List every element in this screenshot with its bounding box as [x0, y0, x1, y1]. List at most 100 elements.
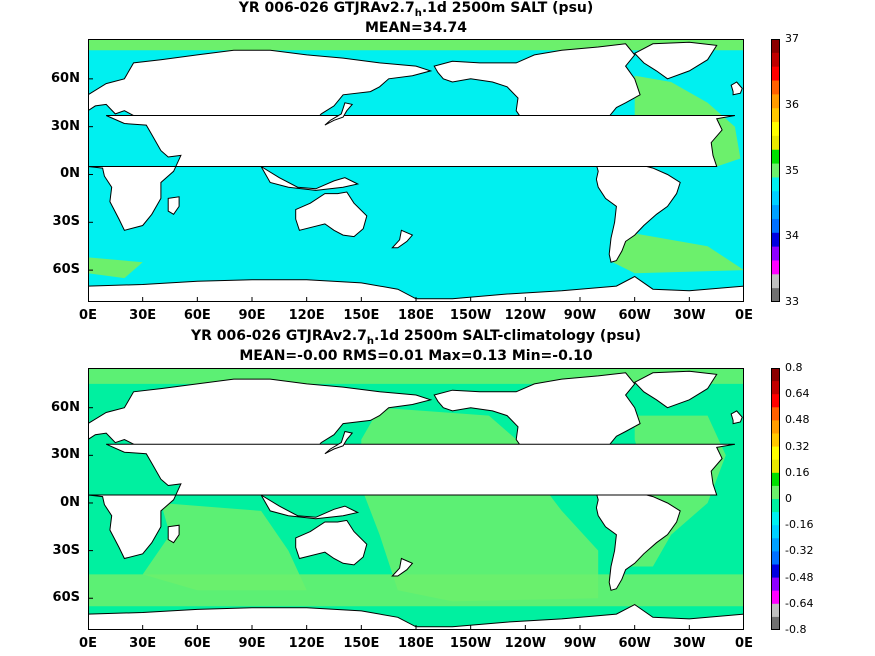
land-greenland [633, 41, 718, 80]
colorbar-swatch [771, 577, 780, 592]
lat-label: 30N [51, 447, 80, 463]
lat-label: 60S [52, 590, 80, 606]
colorbar-swatch [771, 135, 780, 151]
colorbar-swatch [771, 407, 780, 421]
lon-label: 150W [449, 636, 492, 651]
land-indonesia [260, 166, 360, 191]
colorbar-swatch [771, 108, 780, 123]
lon-label: 120W [504, 308, 547, 323]
arctic-patch [88, 39, 744, 51]
colorbar-label: -0.8 [785, 623, 807, 636]
lon-label: 0E [735, 308, 753, 323]
colorbar-swatch [771, 94, 780, 109]
colorbar-swatch [771, 260, 780, 275]
colorbar-label: 0.32 [785, 439, 810, 453]
colorbar-frame [771, 368, 780, 630]
colorbar-label: -0.16 [785, 518, 814, 532]
lon-label: 90E [238, 636, 266, 651]
colorbar-swatch [771, 39, 780, 54]
colorbar-swatch [771, 551, 780, 565]
colorbar-label: 0.48 [785, 413, 810, 427]
colorbar-swatch [771, 218, 780, 234]
colorbar-swatch [771, 232, 780, 248]
colorbar-label: 35 [785, 163, 799, 177]
lon-label: 150E [343, 308, 380, 323]
colorbar-label: -0.64 [785, 596, 814, 610]
south-indian-patch [88, 257, 143, 279]
colorbar-swatch [771, 191, 780, 206]
lon-label: 180E [397, 308, 435, 323]
lat-label: 30N [51, 118, 80, 134]
colorbar-swatch [771, 205, 780, 220]
land-uk [730, 410, 743, 425]
land-madagascar [167, 196, 180, 215]
panel1-colorbar [771, 39, 780, 302]
colorbar-label: 0.16 [785, 465, 810, 479]
lon-label: 120E [288, 308, 325, 323]
colorbar-label: -0.48 [785, 570, 814, 584]
colorbar-swatch [771, 368, 780, 382]
colorbar-swatch [771, 564, 780, 579]
colorbar-swatch [771, 149, 780, 165]
colorbar-swatch [771, 499, 780, 513]
lon-label: 30E [129, 308, 157, 323]
lon-label: 30E [129, 636, 157, 651]
colorbar-swatch [771, 274, 780, 289]
lon-label: 120E [288, 636, 325, 651]
land-new-zealand [391, 557, 414, 577]
colorbar-swatch [771, 472, 780, 487]
lon-label: 150W [449, 308, 492, 323]
lat-label: 60N [51, 399, 80, 415]
panel1-stats: MEAN=34.74 [364, 20, 468, 36]
land-australia [295, 191, 368, 238]
colorbar-label: 33 [785, 295, 799, 308]
colorbar-swatch [771, 420, 780, 434]
colorbar-swatch [771, 288, 780, 302]
lon-label: 180E [397, 636, 435, 651]
colorbar-swatch [771, 122, 780, 137]
colorbar-swatch [771, 603, 780, 618]
colorbar-swatch [771, 459, 780, 474]
lon-label: 150E [343, 636, 380, 651]
south-atlantic-patch [612, 230, 744, 274]
anomaly-patch [142, 503, 307, 591]
lon-label: 90W [563, 308, 597, 323]
land-africa [88, 443, 735, 560]
colorbar-swatch [771, 616, 780, 630]
lon-label: 0E [79, 308, 97, 323]
colorbar-swatch [771, 446, 780, 461]
colorbar-swatch [771, 512, 780, 526]
colorbar-label: 34 [785, 229, 799, 243]
land-indonesia [260, 494, 360, 520]
land-australia [295, 519, 368, 566]
lat-label: 0N [60, 166, 80, 182]
land-greenland [633, 370, 718, 409]
land-uk [730, 81, 743, 96]
colorbar-swatch [771, 590, 780, 605]
colorbar-swatch [771, 246, 780, 261]
lon-label: 0E [79, 636, 97, 651]
land-new-zealand [391, 229, 414, 249]
lon-label: 120W [504, 636, 547, 651]
lon-label: 60W [618, 636, 651, 651]
colorbar-swatch [771, 80, 780, 95]
land-antarctica [88, 604, 744, 630]
lon-label: 30W [673, 308, 706, 323]
land-madagascar [167, 524, 180, 544]
colorbar-swatch [771, 433, 780, 448]
colorbar-swatch [771, 177, 780, 192]
panel2-map [88, 368, 744, 630]
lon-label: 60E [183, 308, 211, 323]
colorbar-label: 37 [785, 32, 799, 45]
colorbar-swatch [771, 381, 780, 395]
lon-label: 30W [673, 636, 706, 651]
panel2-colorbar [771, 368, 780, 630]
lat-label: 0N [60, 494, 80, 510]
colorbar-label: 36 [785, 97, 799, 111]
colorbar-swatch [771, 538, 780, 552]
panel1-map [88, 39, 744, 302]
panel2-title: YR 006-026 GTJRAv2.7h.1d 2500m SALT-clim… [190, 328, 642, 347]
colorbar-frame [771, 39, 780, 302]
anomaly-patch [88, 574, 744, 607]
panel1-title: YR 006-026 GTJRAv2.7h.1d 2500m SALT (psu… [238, 0, 594, 19]
